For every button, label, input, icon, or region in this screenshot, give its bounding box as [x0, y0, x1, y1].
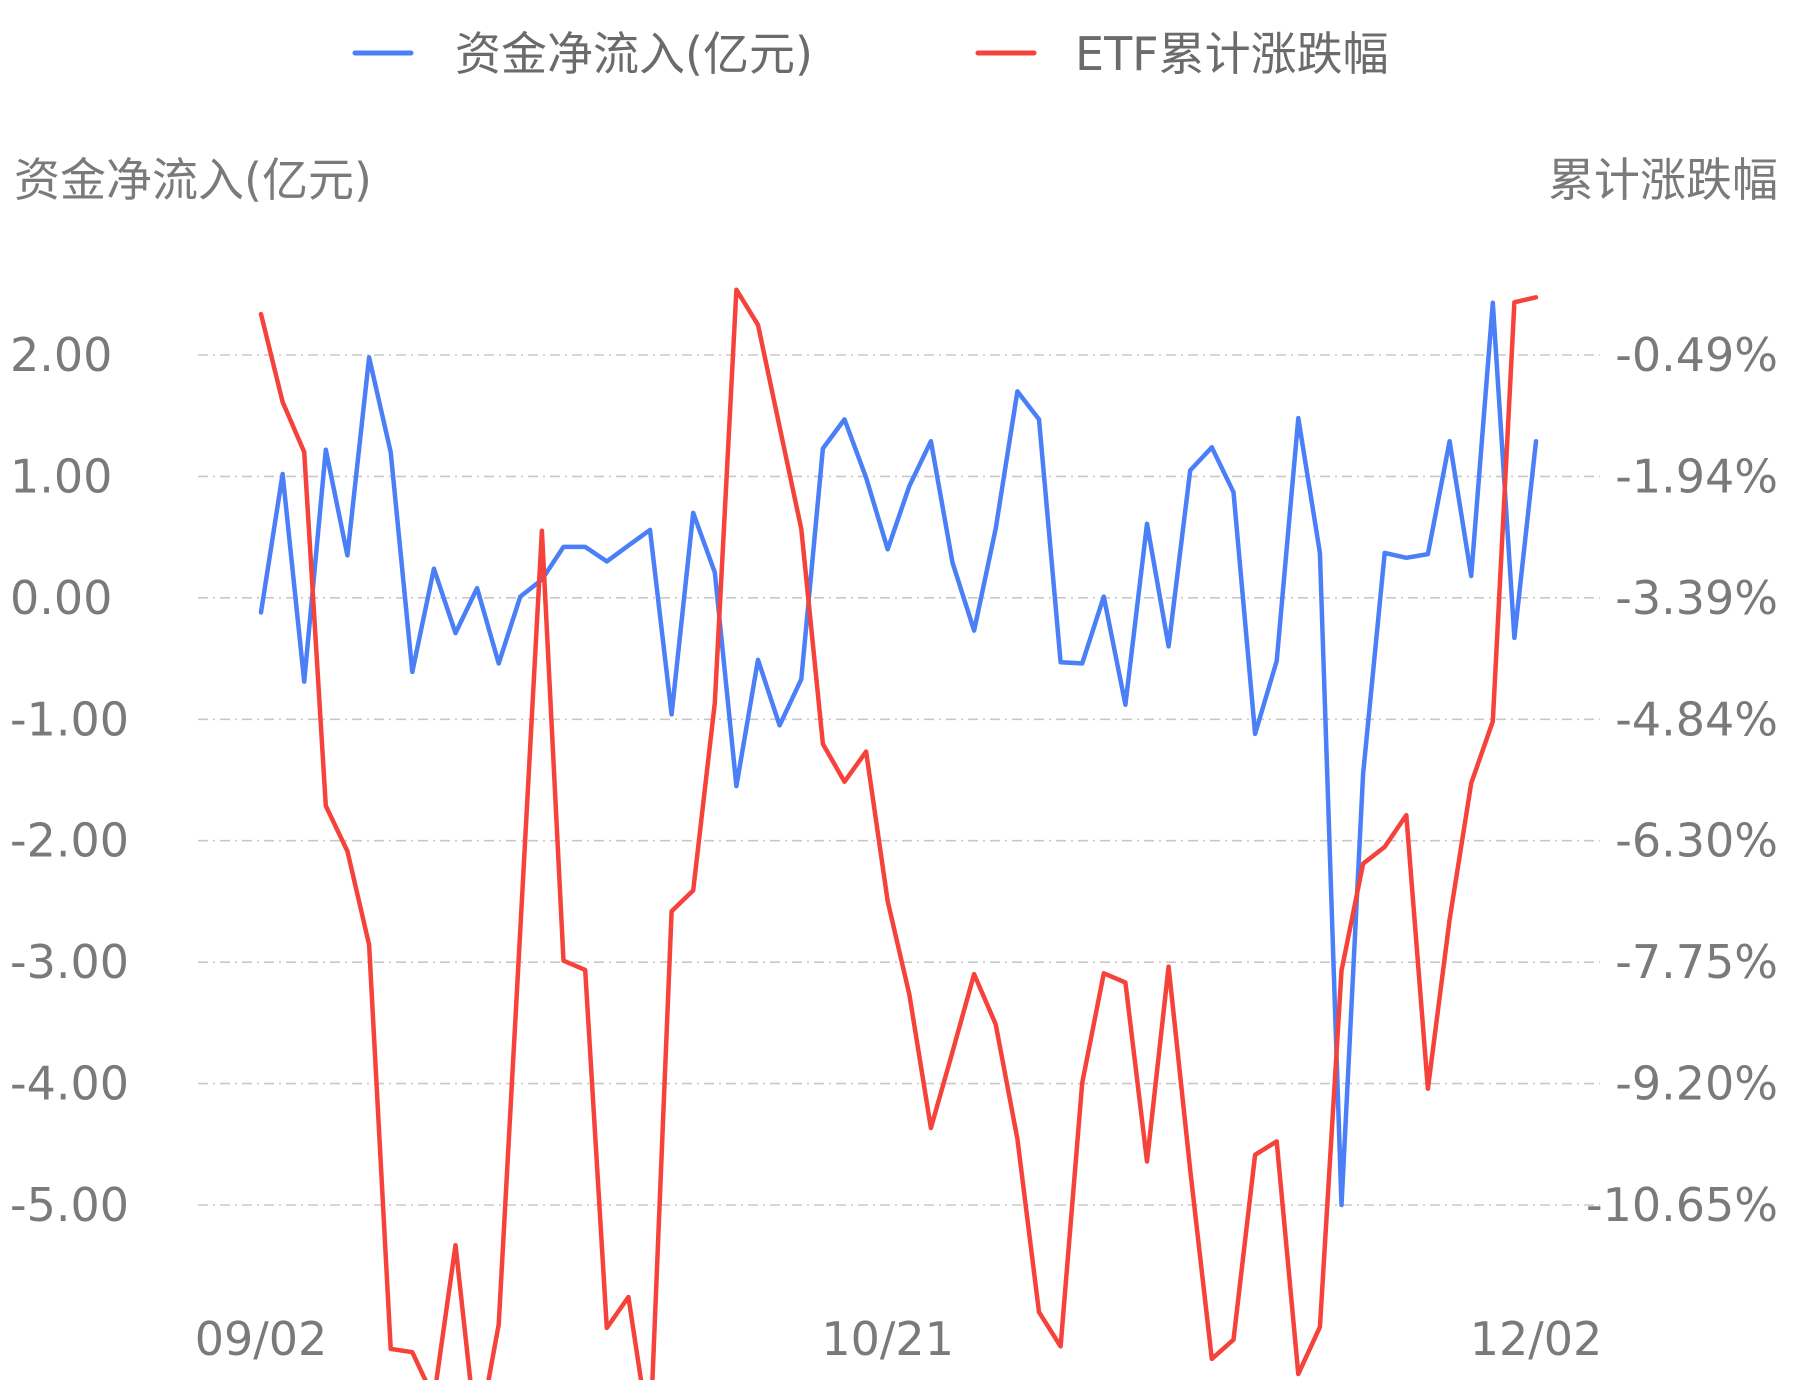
left-tick-label: 1.00: [10, 449, 112, 503]
left-tick-label: -3.00: [10, 935, 129, 989]
legend: 资金净流入(亿元) ETF累计涨跌幅: [352, 27, 1389, 81]
left-tick-label: 0.00: [10, 571, 112, 625]
left-axis-ticks: 2.00 1.00 0.00 -1.00 -2.00 -3.00 -4.00 -5.00: [10, 328, 129, 1232]
right-axis-ticks: -0.49% -1.94% -3.39% -4.84% -6.30% -7.75% -9.2…: [1586, 328, 1778, 1232]
left-tick-label: -2.00: [10, 814, 129, 868]
x-tick-label: 12/02: [1470, 1312, 1603, 1366]
right-tick-label: -1.94%: [1615, 449, 1778, 503]
right-tick-label: -7.75%: [1615, 935, 1778, 989]
x-tick-label: 10/21: [821, 1312, 954, 1366]
right-tick-label: -10.65%: [1586, 1178, 1778, 1232]
x-tick-label: 09/02: [195, 1312, 328, 1366]
right-tick-label: -9.20%: [1615, 1057, 1778, 1111]
left-tick-label: 2.00: [10, 328, 112, 382]
series-line-inflow: [258, 300, 1539, 1208]
right-tick-label: -3.39%: [1615, 571, 1778, 625]
legend-label-etf: ETF累计涨跌幅: [1075, 27, 1389, 81]
legend-label-inflow: 资金净流入(亿元): [455, 27, 813, 81]
left-tick-label: -4.00: [10, 1057, 129, 1111]
left-tick-label: -1.00: [10, 692, 129, 746]
left-tick-label: -5.00: [10, 1178, 129, 1232]
left-axis-title: 资金净流入(亿元): [14, 153, 372, 207]
series-lines: [258, 287, 1539, 1380]
right-tick-label: -4.84%: [1615, 692, 1778, 746]
right-axis-title: 累计涨跌幅: [1548, 153, 1778, 207]
series-line-etf: [258, 287, 1539, 1380]
gridlines: [198, 354, 1600, 1206]
right-tick-label: -0.49%: [1615, 328, 1778, 382]
right-tick-label: -6.30%: [1615, 814, 1778, 868]
x-axis-ticks: 09/02 10/21 12/02: [195, 1312, 1603, 1366]
